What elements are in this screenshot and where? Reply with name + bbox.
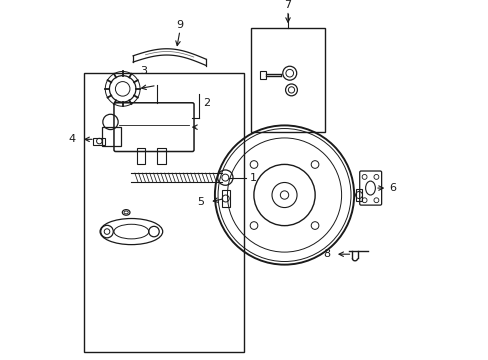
Text: 7: 7 [284,0,291,10]
Bar [251,28,324,132]
Bar [221,190,230,207]
Bar [355,189,362,201]
Text: 5: 5 [197,197,203,207]
Text: 8: 8 [323,249,330,259]
Bar [136,148,145,164]
Text: 6: 6 [389,183,396,193]
Text: 4: 4 [68,134,76,144]
Text: 2: 2 [203,98,209,108]
Text: 9: 9 [176,20,183,30]
Bar [260,71,266,79]
Bar [102,127,121,146]
Bar [84,73,244,352]
Bar [93,138,105,145]
Text: 1: 1 [249,172,256,183]
Text: 3: 3 [140,66,147,76]
Bar [157,148,166,164]
